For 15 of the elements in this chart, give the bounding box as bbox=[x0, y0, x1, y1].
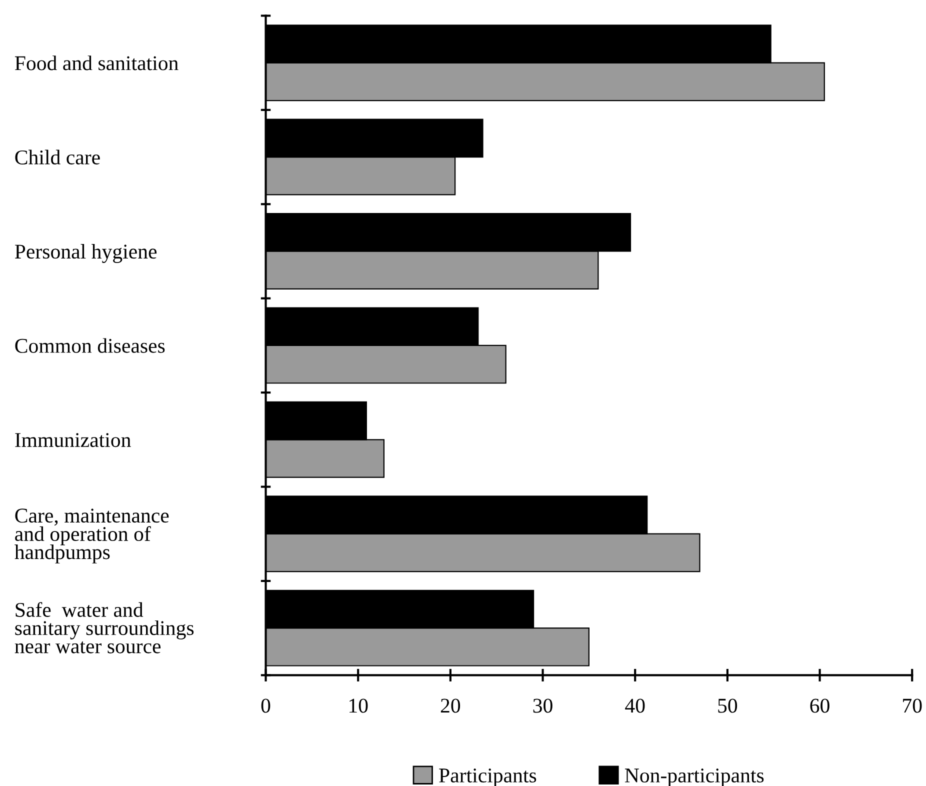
y-tick-label: Immunization bbox=[15, 433, 131, 448]
x-tick-label: 70 bbox=[903, 698, 922, 713]
y-tick-label: Care, maintenance and operation of handpumps bbox=[14, 508, 169, 564]
y-tick-label: Child care bbox=[15, 150, 100, 164]
x-tick-label: 0 bbox=[261, 698, 270, 713]
x-tick-label: 60 bbox=[810, 698, 830, 713]
y-tick-label: Personal hygiene bbox=[14, 244, 157, 263]
x-tick-label: 30 bbox=[533, 698, 552, 713]
x-tick-label: 20 bbox=[440, 698, 460, 713]
x-tick-label: 10 bbox=[350, 698, 368, 713]
y-tick-label: Food and sanitation bbox=[14, 56, 178, 70]
y-tick-label: Common diseases bbox=[15, 338, 165, 353]
x-tick-label: 40 bbox=[625, 698, 645, 713]
x-tick-label: 50 bbox=[718, 698, 738, 713]
y-tick-label: Safe water and sanitary surroundings near water source bbox=[14, 602, 194, 654]
